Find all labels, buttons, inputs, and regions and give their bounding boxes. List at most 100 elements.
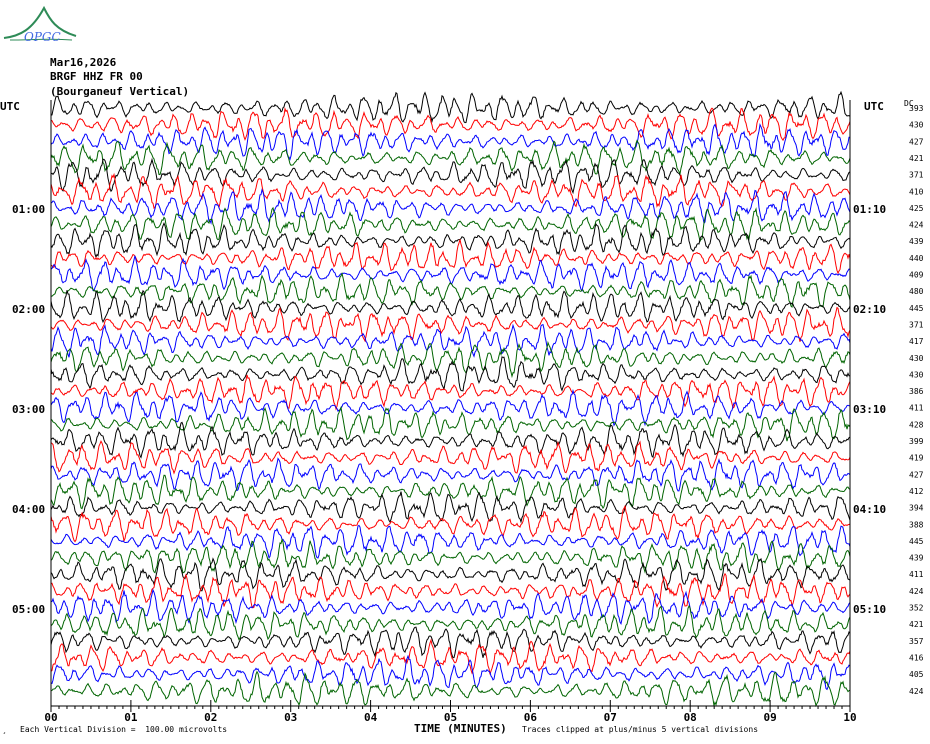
seismic-trace	[50, 474, 851, 510]
dc-value: 371	[909, 320, 924, 329]
right-hour-label: 03:10	[853, 403, 887, 416]
x-axis-ticks: 00 01 02 03 04 05 06 07 08 09 10	[44, 700, 857, 724]
dc-value: 411	[909, 570, 924, 579]
station-label: BRGF HHZ FR 00	[50, 70, 143, 83]
dc-value: 421	[909, 620, 924, 629]
seismic-trace	[50, 221, 851, 259]
dc-value: 386	[909, 387, 924, 396]
seismic-trace	[50, 572, 851, 609]
seismic-trace	[50, 421, 851, 459]
location-label: (Bourganeuf Vertical)	[50, 85, 190, 98]
seismic-trace	[50, 340, 851, 379]
left-hour-label: 04:00	[12, 503, 46, 516]
dc-value: 445	[909, 537, 924, 546]
x-tick-label: 05	[444, 711, 457, 724]
dc-value: 421	[909, 154, 924, 163]
seismic-trace	[50, 605, 851, 641]
seismic-trace	[50, 123, 850, 161]
x-tick-label: 01	[124, 711, 138, 724]
date-label: Mar16,2026	[50, 56, 117, 69]
dc-value: 357	[909, 637, 924, 646]
dc-value: 445	[909, 304, 924, 313]
left-hour-label: 03:00	[12, 403, 46, 416]
x-tick-label: 07	[604, 711, 617, 724]
seismic-trace	[50, 188, 851, 225]
mini-logo-text: ¸	[2, 725, 7, 734]
seismic-trace	[50, 172, 851, 210]
dc-value: 393	[909, 104, 924, 113]
x-tick-label: 06	[524, 711, 538, 724]
seismic-trace	[50, 289, 851, 324]
dc-value: 405	[909, 670, 924, 679]
x-tick-label: 04	[364, 711, 378, 724]
dc-value: 410	[909, 187, 924, 196]
dc-value: 371	[909, 171, 924, 180]
dc-header-label: DC	[904, 99, 914, 108]
dc-value: 394	[909, 504, 924, 513]
dc-value: 419	[909, 454, 924, 463]
right-hour-label: 01:10	[853, 203, 887, 216]
x-tick-label: 02	[204, 711, 217, 724]
x-tick-label: 10	[843, 711, 856, 724]
opgc-logo: OPGC	[3, 5, 77, 44]
scale-note: Each Vertical Division = 100.00 microvol…	[20, 725, 228, 734]
dc-value: 352	[909, 604, 924, 613]
trace-group	[50, 90, 851, 708]
dc-value: 427	[909, 470, 924, 479]
seismic-trace	[50, 90, 851, 124]
dc-value: 412	[909, 487, 924, 496]
right-hour-label: 04:10	[853, 503, 887, 516]
dc-value: 439	[909, 554, 924, 563]
seismic-trace	[50, 638, 851, 675]
seismic-trace	[50, 157, 851, 195]
dc-value: 430	[909, 121, 924, 130]
dc-value: 425	[909, 204, 924, 213]
seismic-trace	[50, 139, 851, 176]
dc-value: 399	[909, 437, 924, 446]
seismic-trace	[50, 323, 851, 358]
seismic-trace	[50, 670, 851, 708]
seismic-trace	[50, 374, 851, 411]
left-hour-label: 02:00	[12, 303, 46, 316]
dc-value: 424	[909, 221, 924, 230]
seismic-trace	[50, 588, 851, 625]
right-hour-label: 02:10	[853, 303, 887, 316]
x-tick-label: 09	[763, 711, 776, 724]
seismic-trace	[50, 356, 851, 392]
left-hour-label: 05:00	[12, 603, 46, 616]
seismic-trace	[50, 405, 851, 442]
seismic-trace	[50, 457, 851, 492]
dc-value: 427	[909, 137, 924, 146]
dc-value: 409	[909, 271, 924, 280]
dc-value: 388	[909, 520, 924, 529]
dc-value: 416	[909, 653, 924, 662]
dc-value: 428	[909, 420, 924, 429]
dc-value: 480	[909, 287, 924, 296]
left-hour-label: 01:00	[12, 203, 46, 216]
x-axis-title: TIME (MINUTES)	[414, 722, 507, 735]
dc-value: 424	[909, 687, 924, 696]
x-tick-label: 03	[284, 711, 297, 724]
seismic-trace	[50, 239, 851, 275]
dc-value: 440	[909, 254, 924, 263]
dc-values: 393 430 427 421 371 410 425 424 439 440 409 480 445 3…	[909, 104, 924, 696]
clip-note: Traces clipped at plus/minus 5 vertical …	[522, 725, 759, 734]
seismic-trace	[50, 306, 851, 343]
seismic-trace	[50, 504, 851, 543]
dc-value: 424	[909, 587, 924, 596]
seismic-trace	[50, 491, 851, 524]
logo-text: OPGC	[24, 30, 61, 44]
seismic-trace	[50, 271, 851, 308]
seismic-trace	[50, 389, 851, 427]
seismic-trace	[50, 440, 851, 475]
seismic-trace	[50, 255, 851, 292]
right-hour-label: 05:10	[853, 603, 887, 616]
seismic-trace	[50, 626, 851, 659]
left-utc-label: UTC	[0, 100, 20, 113]
dc-value: 430	[909, 354, 924, 363]
x-tick-label: 08	[684, 711, 697, 724]
seismic-trace	[50, 206, 851, 243]
dc-value: 411	[909, 404, 924, 413]
dc-value: 439	[909, 237, 924, 246]
